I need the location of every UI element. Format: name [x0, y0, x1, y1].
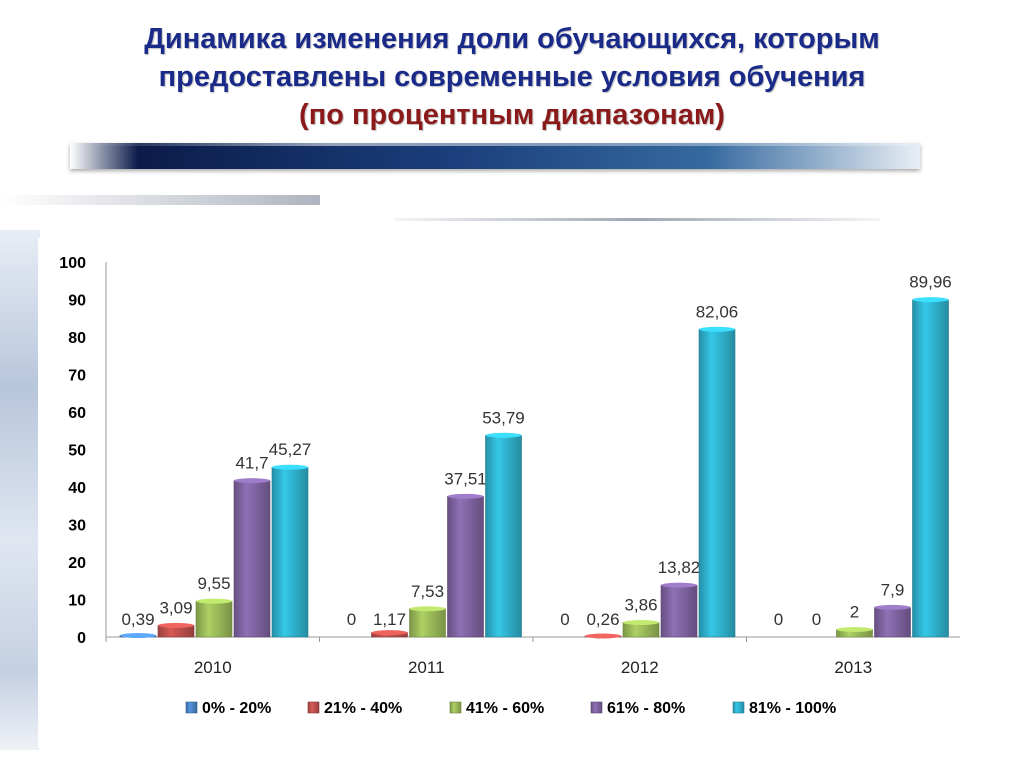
bar: [485, 434, 522, 638]
bar: [660, 584, 698, 638]
bar-top: [196, 598, 232, 604]
bar-top: [371, 630, 408, 636]
legend-swatch: [590, 701, 603, 714]
chart-panel: 0 10 20 30 40 50 60 70 80 90 100 2010 0,39 3,09 9,55 41…: [38, 238, 988, 748]
data-label: 9,55: [197, 574, 230, 593]
left-decoration: [0, 230, 40, 750]
y-tick-label: 30: [68, 518, 86, 535]
data-label: 45,27: [269, 440, 312, 459]
bar-top: [272, 464, 308, 470]
x-tick-label: 2010: [194, 658, 232, 677]
bar-top: [234, 478, 270, 484]
y-tick-label: 70: [68, 368, 86, 385]
bar-top: [699, 326, 735, 332]
data-label: 82,06: [696, 302, 739, 321]
bar: [447, 496, 484, 638]
decorative-line: [395, 218, 880, 221]
legend-label: 61% - 80%: [607, 700, 685, 717]
data-label: 0: [774, 610, 783, 629]
bar-top: [836, 627, 873, 632]
bar-top: [623, 620, 659, 626]
y-tick-label: 40: [68, 480, 86, 497]
x-tick-label: 2011: [408, 658, 445, 677]
data-label: 0,26: [586, 610, 619, 629]
x-tick-label: 2012: [621, 658, 659, 677]
title-line-3: (по процентным диапазонам): [299, 99, 725, 131]
legend-swatch: [307, 701, 320, 714]
legend-swatch: [449, 701, 462, 714]
data-label: 53,79: [482, 408, 525, 427]
slide-title: Динамика изменения доли обучающихся, кот…: [0, 20, 1024, 134]
y-tick-label: 10: [68, 593, 86, 610]
data-label: 2: [850, 603, 859, 622]
data-label: 13,82: [658, 558, 701, 577]
legend-swatch: [185, 701, 198, 714]
bar-top: [447, 493, 484, 499]
data-label: 3,86: [624, 596, 657, 615]
bar-top: [120, 633, 156, 639]
legend-label: 41% - 60%: [466, 700, 544, 717]
bar-top: [661, 582, 697, 588]
title-line-2: предоставлены современные условия обучен…: [158, 61, 866, 93]
y-tick-label: 0: [77, 630, 86, 647]
data-label: 7,53: [411, 582, 444, 601]
bar: [912, 299, 949, 638]
bar-top: [409, 606, 446, 612]
bar: [195, 600, 233, 638]
x-tick-label: 2013: [834, 658, 872, 677]
title-line-1: Динамика изменения доли обучающихся, кот…: [144, 23, 880, 55]
bar-top: [912, 297, 949, 303]
data-label: 7,9: [881, 580, 905, 599]
header-banner: [70, 143, 920, 169]
header-banner-shine: [80, 140, 910, 146]
y-tick-label: 50: [68, 443, 86, 460]
y-tick-label: 100: [59, 255, 86, 272]
bar: [874, 607, 911, 638]
data-label: 41,7: [235, 454, 268, 473]
bar-top: [585, 633, 621, 639]
y-tick-label: 20: [68, 555, 86, 572]
data-label: 0: [347, 610, 356, 629]
data-label: 1,17: [373, 610, 406, 629]
y-tick-label: 60: [68, 405, 86, 422]
bar-top: [874, 604, 911, 610]
legend-label: 81% - 100%: [749, 700, 836, 717]
bar: [409, 608, 446, 638]
legend-label: 21% - 40%: [324, 700, 402, 717]
data-label: 89,96: [909, 273, 952, 292]
y-tick-label: 80: [68, 330, 86, 347]
bar-top: [485, 432, 522, 438]
data-label: 37,51: [444, 469, 487, 488]
data-label: 0,39: [121, 610, 154, 629]
bar: [698, 328, 736, 638]
bar-top: [158, 622, 194, 628]
bar: [233, 480, 271, 638]
bar: [271, 466, 309, 638]
legend-swatch: [732, 701, 745, 714]
legend-label: 0% - 20%: [202, 700, 271, 717]
data-label: 0: [812, 610, 821, 629]
y-tick-label: 90: [68, 293, 86, 310]
decorative-line: [0, 195, 320, 205]
data-label: 0: [560, 610, 569, 629]
bar-chart: 010203040506070809010020100,393,099,5541…: [59, 255, 960, 717]
data-label: 3,09: [159, 598, 192, 617]
